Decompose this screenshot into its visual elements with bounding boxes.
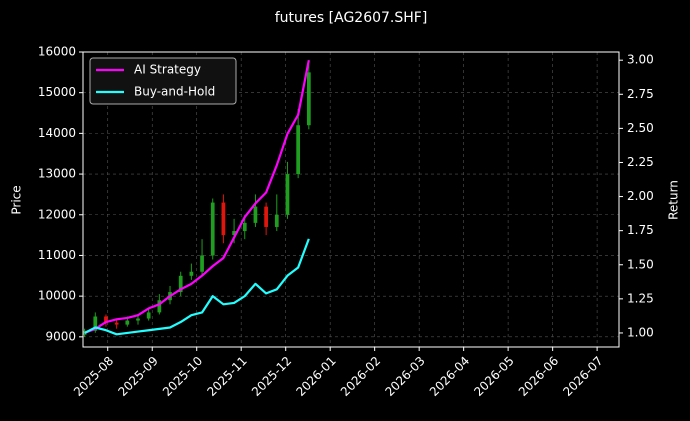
x-tick-label: 2026-04	[427, 354, 472, 399]
y2-tick-label: 2.25	[627, 155, 654, 169]
candle-body	[221, 202, 226, 236]
y2-tick-label: 1.25	[627, 291, 654, 305]
candle-body	[285, 174, 290, 215]
candle-body	[264, 206, 268, 227]
x-tick-label: 2026-02	[338, 354, 383, 399]
x-tick-label: 2026-07	[560, 354, 605, 399]
candle-body	[157, 300, 162, 313]
candle-body	[125, 320, 130, 325]
candle-body	[104, 316, 108, 323]
candle-body	[114, 322, 119, 325]
legend-label: AI Strategy	[134, 63, 201, 77]
y-tick-label: 11000	[38, 248, 76, 262]
x-tick-label: 2025-11	[204, 354, 249, 399]
candle-body	[242, 222, 247, 232]
return-line	[84, 59, 310, 334]
y2-tick-label: 1.75	[627, 223, 654, 237]
candle-body	[210, 202, 215, 256]
y2-tick-label: 3.00	[627, 53, 654, 67]
x-tick-label: 2025-08	[71, 354, 116, 399]
y-tick-label: 12000	[38, 207, 76, 221]
x-tick-label: 2026-05	[471, 354, 516, 399]
y-tick-label: 10000	[38, 289, 76, 303]
x-tick-label: 2026-01	[293, 354, 338, 399]
candle-body	[232, 231, 236, 236]
y-tick-label: 14000	[38, 126, 76, 140]
return-line	[84, 238, 310, 336]
candle-body	[274, 214, 279, 227]
chart-title: futures [AG2607.SHF]	[275, 10, 428, 26]
x-tick-label: 2025-10	[160, 354, 205, 399]
candle-body	[93, 316, 98, 331]
y2-tick-label: 1.00	[627, 325, 654, 339]
x-tick-label: 2026-06	[516, 354, 561, 399]
candle-body	[189, 271, 194, 276]
y-tick-label: 9000	[45, 329, 76, 343]
candle-body	[306, 72, 311, 126]
candle-body	[178, 275, 183, 293]
y2-tick-label: 1.50	[627, 257, 654, 271]
y2-tick-label: 2.50	[627, 121, 654, 135]
legend-box	[89, 57, 237, 105]
plot-frame	[82, 51, 620, 348]
legend-label: Buy-and-Hold	[134, 85, 215, 99]
y2-axis-label: Return	[667, 180, 681, 220]
candle-body	[200, 255, 204, 272]
y-axis-label: Price	[10, 185, 24, 214]
y2-tick-label: 2.75	[627, 87, 654, 101]
x-tick-label: 2025-12	[249, 354, 294, 399]
x-tick-label: 2025-09	[115, 354, 160, 399]
y2-tick-label: 2.00	[627, 189, 654, 203]
candle-body	[253, 206, 258, 223]
candle-body	[136, 318, 140, 321]
x-tick-label: 2026-03	[382, 354, 427, 399]
candle-body	[146, 312, 151, 319]
y-tick-label: 13000	[38, 167, 76, 181]
y-tick-label: 15000	[38, 85, 76, 99]
y-tick-label: 16000	[38, 45, 76, 59]
candle-body	[296, 125, 301, 175]
